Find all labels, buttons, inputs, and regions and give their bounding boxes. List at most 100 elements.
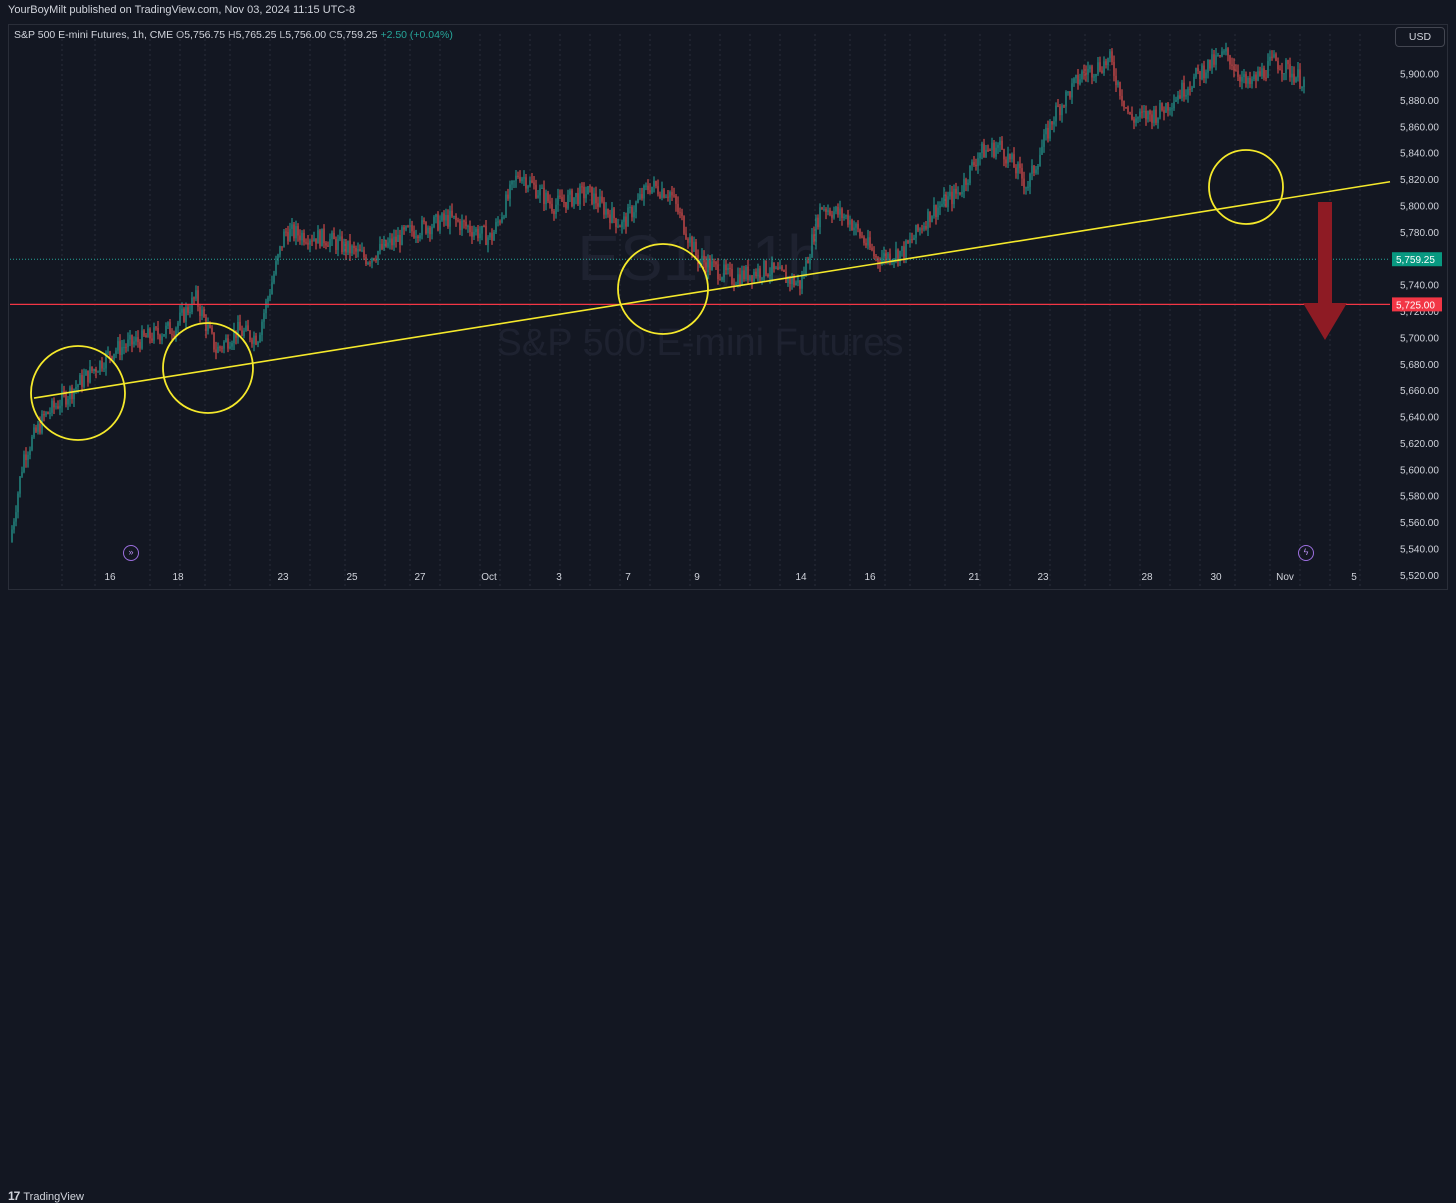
dividend-icon[interactable]: » <box>123 545 139 561</box>
candle <box>911 239 913 241</box>
candle <box>551 203 553 212</box>
candle <box>481 226 483 234</box>
candle <box>225 338 227 342</box>
candle <box>817 217 819 228</box>
candle <box>763 260 765 278</box>
candle <box>843 216 845 218</box>
candle <box>819 207 821 228</box>
candle <box>559 195 561 198</box>
candle <box>1001 140 1003 150</box>
candle <box>761 277 763 279</box>
candle <box>483 226 485 228</box>
candle <box>369 262 371 264</box>
candle <box>833 211 835 218</box>
candle <box>197 290 199 307</box>
currency-button[interactable]: USD <box>1395 27 1445 47</box>
candle <box>887 253 889 261</box>
candle <box>995 147 997 157</box>
candle <box>693 241 695 252</box>
x-tick-label: 7 <box>625 572 631 583</box>
x-tick-label: 27 <box>414 572 426 583</box>
candle <box>827 210 829 212</box>
candle <box>653 181 655 187</box>
candle <box>599 196 601 207</box>
candle <box>929 211 931 222</box>
candle <box>1245 74 1247 84</box>
candle <box>1119 82 1121 97</box>
candle <box>287 232 289 242</box>
candle <box>527 185 529 189</box>
candle <box>1135 118 1137 123</box>
candle <box>275 261 277 275</box>
candle <box>971 162 973 166</box>
candle <box>531 180 533 183</box>
lightning-icon[interactable]: ϟ <box>1298 545 1314 561</box>
candle <box>1155 109 1157 123</box>
y-tick-label: 5,860.00 <box>1400 122 1439 133</box>
candle <box>805 260 807 275</box>
candle <box>501 217 503 223</box>
y-tick-label: 5,580.00 <box>1400 492 1439 503</box>
candle <box>951 191 953 205</box>
candle <box>67 399 69 405</box>
candle <box>11 529 13 542</box>
candle <box>429 227 431 235</box>
y-tick-label: 5,680.00 <box>1400 360 1439 371</box>
candle <box>1207 59 1209 73</box>
candle <box>975 164 977 167</box>
candle <box>1177 95 1179 101</box>
candle <box>107 351 109 353</box>
x-tick-label: 14 <box>795 572 807 583</box>
candle <box>1125 107 1127 109</box>
candle <box>855 223 857 228</box>
candle <box>1065 92 1067 107</box>
candle <box>897 249 899 262</box>
candle <box>621 221 623 228</box>
candle <box>1203 65 1205 79</box>
candle <box>449 210 451 227</box>
candle <box>489 233 491 238</box>
candle <box>1027 186 1029 188</box>
candle <box>747 266 749 281</box>
candle <box>539 188 541 196</box>
candle <box>661 189 663 198</box>
candle <box>1051 121 1053 125</box>
candle <box>883 252 885 258</box>
candle <box>313 238 315 241</box>
candle <box>691 237 693 252</box>
candle <box>303 232 305 243</box>
candle <box>505 194 507 217</box>
price-chart[interactable]: ES1!, 1hS&P 500 E-mini Futures5,520.005,… <box>0 0 1456 618</box>
candle <box>1089 66 1091 69</box>
candle <box>493 232 495 241</box>
candle <box>535 184 537 198</box>
candle <box>873 250 875 257</box>
tradingview-logo[interactable]: 17 TradingView <box>8 1189 84 1203</box>
candle <box>131 335 133 345</box>
candle <box>1035 169 1037 173</box>
candle <box>641 194 643 199</box>
candle <box>119 341 121 355</box>
candle <box>821 207 823 210</box>
candle <box>771 262 773 275</box>
candle <box>529 180 531 186</box>
candle <box>361 250 363 252</box>
candle <box>203 309 205 318</box>
candle <box>1131 114 1133 120</box>
candle <box>717 264 719 279</box>
candle <box>327 245 329 247</box>
candle <box>707 258 709 273</box>
candle <box>1201 65 1203 80</box>
candle <box>789 277 791 284</box>
candle <box>21 471 23 477</box>
x-axis: 16 18 23 25 27 Oct 3 7 9 14 16 21 23 28 30 Nov 5 <box>104 572 1357 583</box>
candle <box>395 236 397 242</box>
candle <box>681 212 683 217</box>
candle <box>1087 68 1089 75</box>
symbol-name[interactable]: S&P 500 E-mini Futures, 1h, CME <box>14 29 174 41</box>
candle <box>669 192 671 198</box>
candle <box>129 335 131 340</box>
tradingview-mark-icon: 17 <box>8 1189 20 1203</box>
candle <box>441 213 443 221</box>
candle <box>1225 48 1227 52</box>
